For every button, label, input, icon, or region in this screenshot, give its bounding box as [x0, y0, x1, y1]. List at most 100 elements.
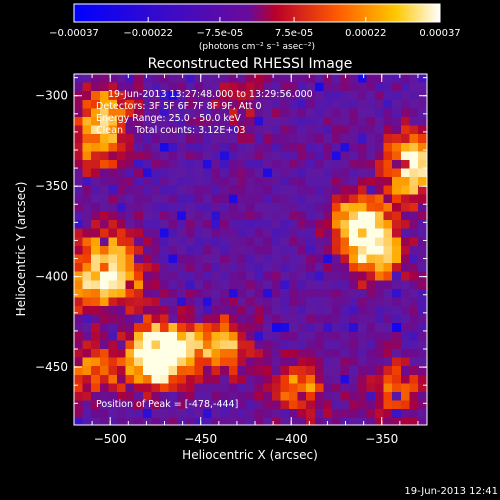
heatmap-pixel	[245, 74, 256, 84]
heatmap-pixel	[323, 74, 333, 84]
heatmap-pixel	[323, 91, 333, 101]
heatmap-pixel	[91, 349, 101, 359]
heatmap-pixel	[297, 271, 307, 281]
heatmap-pixel	[108, 306, 118, 316]
heatmap-pixel	[185, 323, 195, 333]
heatmap-pixel	[159, 202, 170, 213]
heatmap-pixel	[435, 323, 444, 332]
heatmap-pixel	[314, 271, 324, 281]
heatmap-pixel	[254, 134, 264, 144]
heatmap-pixel	[185, 417, 195, 425]
heatmap-pixel	[297, 108, 307, 118]
heatmap-pixel	[245, 177, 256, 187]
heatmap-pixel	[108, 391, 118, 402]
heatmap-pixel	[185, 159, 195, 170]
heatmap-pixel	[237, 202, 247, 213]
heatmap-pixel	[280, 263, 290, 273]
heatmap-pixel	[125, 142, 135, 152]
heatmap-pixel	[99, 400, 109, 410]
heatmap-pixel	[288, 116, 299, 127]
heatmap-pixel	[400, 202, 410, 213]
heatmap-pixel	[349, 357, 359, 367]
heatmap-pixel	[99, 349, 109, 359]
heatmap-pixel	[409, 366, 419, 376]
heatmap-pixel	[392, 263, 402, 273]
heatmap-pixel	[194, 220, 204, 230]
heatmap-pixel	[417, 374, 427, 384]
heatmap-pixel	[409, 417, 419, 425]
heatmap-pixel	[340, 99, 350, 109]
heatmap-pixel	[314, 116, 324, 127]
heatmap-pixel	[263, 391, 273, 402]
heatmap-pixel	[323, 82, 333, 92]
heatmap-pixel	[323, 391, 333, 402]
heatmap-pixel	[383, 108, 393, 118]
heatmap-pixel	[185, 297, 195, 307]
heatmap-pixel	[314, 366, 324, 376]
heatmap-pixel	[366, 134, 376, 144]
heatmap-pixel	[168, 168, 178, 178]
heatmap-pixel	[323, 185, 333, 195]
heatmap-pixel	[357, 211, 367, 221]
heatmap-pixel	[323, 116, 333, 127]
heatmap-pixel	[357, 185, 367, 195]
heatmap-pixel	[435, 91, 444, 100]
heatmap-pixel	[177, 159, 187, 170]
heatmap-pixel	[99, 417, 109, 425]
heatmap-pixel	[220, 245, 230, 256]
heatmap-pixel	[280, 409, 290, 419]
heatmap-pixel	[82, 228, 92, 238]
heatmap-pixel	[245, 409, 256, 419]
heatmap-pixel	[134, 349, 144, 359]
heatmap-pixel	[288, 314, 299, 324]
heatmap-pixel	[159, 91, 170, 101]
heatmap-pixel	[211, 383, 221, 393]
heatmap-pixel	[340, 271, 350, 281]
heatmap-pixel	[202, 220, 213, 230]
heatmap-pixel	[297, 177, 307, 187]
heatmap-pixel	[435, 74, 444, 83]
heatmap-pixel	[185, 331, 195, 342]
heatmap-pixel	[400, 74, 410, 84]
heatmap-pixel	[211, 280, 221, 290]
heatmap-pixel	[383, 168, 393, 178]
heatmap-pixel	[116, 237, 127, 247]
heatmap-pixel	[228, 91, 238, 101]
heatmap-pixel	[297, 151, 307, 161]
heatmap-pixel	[306, 254, 316, 264]
heatmap-pixel	[82, 280, 92, 290]
heatmap-pixel	[435, 177, 444, 186]
heatmap-pixel	[417, 417, 427, 425]
heatmap-pixel	[383, 220, 393, 230]
heatmap-pixel	[357, 391, 367, 402]
heatmap-pixel	[151, 194, 161, 204]
heatmap-pixel	[297, 314, 307, 324]
heatmap-pixel	[142, 194, 152, 204]
heatmap-pixel	[435, 203, 444, 212]
heatmap-pixel	[220, 125, 230, 135]
heatmap-pixel	[194, 116, 204, 127]
heatmap-pixel	[185, 245, 195, 256]
heatmap-pixel	[211, 417, 221, 425]
heatmap-pixel	[323, 349, 333, 359]
heatmap-pixel	[435, 151, 444, 160]
heatmap-pixel	[125, 331, 135, 342]
heatmap-pixel	[435, 315, 444, 324]
heatmap-pixel	[340, 400, 350, 410]
heatmap-pixel	[314, 74, 324, 84]
heatmap-pixel	[288, 288, 299, 299]
heatmap-pixel	[349, 237, 359, 247]
heatmap-pixel	[263, 366, 273, 376]
heatmap-pixel	[323, 340, 333, 350]
heatmap-pixel	[125, 417, 135, 425]
heatmap-pixel	[280, 151, 290, 161]
heatmap-pixel	[435, 237, 444, 246]
heatmap-pixel	[177, 297, 187, 307]
heatmap-pixel	[314, 245, 324, 256]
heatmap-pixel	[185, 374, 195, 384]
heatmap-pixel	[168, 142, 178, 152]
heatmap-pixel	[202, 185, 213, 195]
heatmap-pixel	[151, 74, 161, 84]
heatmap-pixel	[297, 82, 307, 92]
heatmap-pixel	[220, 400, 230, 410]
